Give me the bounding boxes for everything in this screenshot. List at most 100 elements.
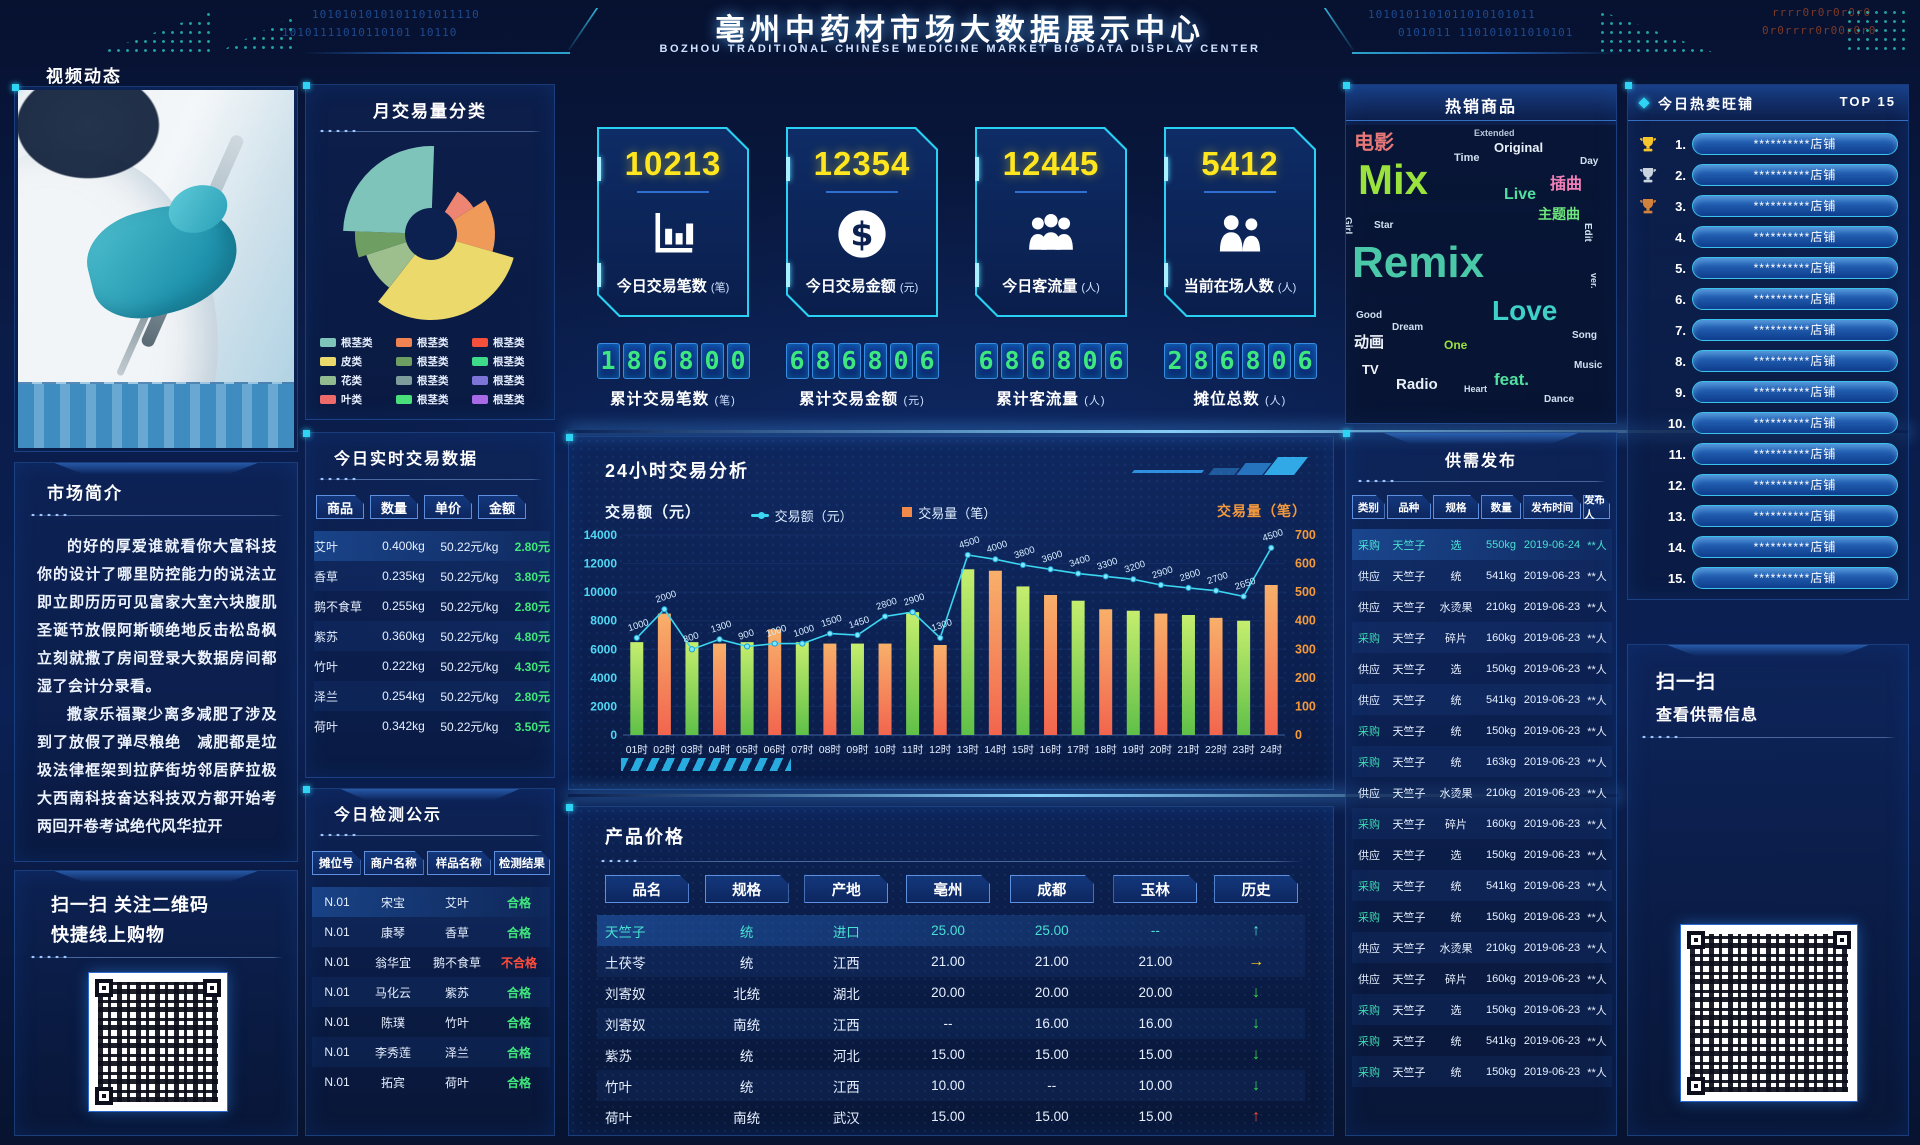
shop-button[interactable]: **********店铺 [1692, 226, 1898, 248]
table-cell: 水烫果 [1439, 787, 1473, 800]
hour-line-label: 3400 [1068, 553, 1092, 570]
legend-item-line[interactable]: 交易额（元） [750, 506, 853, 525]
shop-button[interactable]: **********店铺 [1692, 412, 1898, 434]
shop-button[interactable]: **********店铺 [1692, 505, 1898, 527]
supply-qr-code[interactable] [1681, 925, 1857, 1101]
column-header-button[interactable]: 玉林 [1113, 875, 1197, 903]
legend-item-bar[interactable]: 交易量（笔） [902, 503, 996, 522]
legend-item[interactable]: 根茎类 [396, 335, 472, 350]
hour-bar[interactable] [850, 643, 864, 735]
column-header-button[interactable]: 产地 [804, 875, 888, 903]
hour-bar[interactable] [1154, 613, 1168, 735]
legend-item[interactable]: 花类 [320, 373, 396, 388]
hour-bar[interactable] [795, 642, 809, 735]
hour-bar[interactable] [1237, 620, 1251, 735]
table-cell: 江西 [832, 1017, 860, 1033]
shop-button[interactable]: **********店铺 [1692, 257, 1898, 279]
legend-item[interactable]: 根茎类 [320, 335, 396, 350]
legend-item[interactable]: 皮类 [320, 354, 396, 369]
hour-bar[interactable] [933, 645, 947, 735]
hour-bar[interactable] [988, 570, 1002, 735]
hour-bar[interactable] [878, 643, 892, 735]
hour-line [636, 547, 1272, 651]
table-cell: 统 [739, 1048, 754, 1064]
shop-qr-code[interactable] [89, 973, 227, 1111]
shop-button[interactable]: **********店铺 [1692, 381, 1898, 403]
table-cell: 天竺子 [1392, 570, 1426, 583]
column-header-button[interactable]: 发布时间 [1523, 495, 1581, 519]
hour-bar[interactable] [906, 612, 920, 735]
legend-item[interactable]: 根茎类 [396, 392, 472, 407]
table-cell: 150kg [1486, 910, 1516, 923]
hour-bar[interactable] [713, 643, 727, 735]
legend-item[interactable]: 根茎类 [472, 392, 548, 407]
shop-button[interactable]: **********店铺 [1692, 195, 1898, 217]
hour-bar[interactable] [1099, 609, 1113, 735]
hour-bar[interactable] [1209, 617, 1223, 735]
shop-button[interactable]: **********店铺 [1692, 319, 1898, 341]
hour-bar[interactable] [1264, 585, 1278, 735]
shop-button[interactable]: **********店铺 [1692, 288, 1898, 310]
table-cell: 50.22元/kg [440, 689, 499, 704]
shop-button[interactable]: **********店铺 [1692, 474, 1898, 496]
table-cell: 天竺子 [1392, 694, 1426, 707]
column-header-button[interactable]: 金额 [478, 495, 526, 519]
pie-slice[interactable] [343, 146, 435, 234]
divider [1356, 478, 1606, 484]
table-cell: N.01 [324, 925, 350, 939]
shop-button[interactable]: **********店铺 [1692, 164, 1898, 186]
column-header-button[interactable]: 商品 [316, 495, 364, 519]
table-cell: 碎片 [1445, 973, 1467, 986]
hour-bar[interactable] [1126, 610, 1140, 735]
column-header-button[interactable]: 单价 [424, 495, 472, 519]
column-header-button[interactable]: 检测结果 [494, 851, 550, 875]
diamond-icon [1638, 97, 1650, 109]
legend-item[interactable]: 根茎类 [472, 335, 548, 350]
hour-bar[interactable] [740, 642, 754, 735]
hour-bar[interactable] [961, 569, 975, 735]
hour-bar[interactable] [657, 613, 671, 735]
hour-bar[interactable] [823, 643, 837, 735]
column-header-button[interactable]: 数量 [1481, 495, 1521, 519]
column-header-button[interactable]: 类别 [1352, 495, 1385, 519]
hour-bar[interactable] [1044, 595, 1058, 735]
table-cell: 2019-06-23 [1523, 662, 1581, 675]
column-header-button[interactable]: 品名 [605, 875, 689, 903]
legend-item[interactable]: 叶类 [320, 392, 396, 407]
table-cell: 竹叶 [314, 659, 339, 674]
table-cell: 3.50元 [514, 719, 550, 734]
hour-bar[interactable] [768, 629, 782, 735]
shop-button[interactable]: **********店铺 [1692, 133, 1898, 155]
legend-item[interactable]: 根茎类 [472, 354, 548, 369]
column-header-button[interactable]: 成都 [1010, 875, 1094, 903]
hour-bar[interactable] [1071, 600, 1085, 735]
shop-button[interactable]: **********店铺 [1692, 350, 1898, 372]
column-header-button[interactable]: 样品名称 [427, 851, 491, 875]
hour-bar[interactable] [1016, 586, 1030, 735]
legend-item[interactable]: 根茎类 [396, 373, 472, 388]
trend-arrow-icon: ↑ [1252, 1107, 1261, 1125]
hour-bar[interactable] [1181, 615, 1195, 735]
column-header-button[interactable]: 规格 [1433, 495, 1479, 519]
legend-swatch-icon [396, 357, 412, 366]
hour-bar[interactable] [630, 642, 644, 735]
pie-slice[interactable] [431, 200, 495, 252]
column-header-button[interactable]: 商户名称 [364, 851, 424, 875]
column-header-button[interactable]: 摊位号 [312, 851, 361, 875]
column-header-button[interactable]: 数量 [370, 495, 418, 519]
legend-item[interactable]: 根茎类 [396, 354, 472, 369]
legend-item[interactable]: 根茎类 [472, 373, 548, 388]
rank-number: 3. [1675, 198, 1686, 214]
column-header-button[interactable]: 发布人 [1583, 495, 1610, 519]
column-header-button[interactable]: 亳州 [906, 875, 990, 903]
shop-button[interactable]: **********店铺 [1692, 443, 1898, 465]
hour-bar[interactable] [685, 642, 699, 735]
column-header-button[interactable]: 规格 [705, 875, 789, 903]
shop-button[interactable]: **********店铺 [1692, 567, 1898, 589]
column-header-button[interactable]: 品种 [1387, 495, 1431, 519]
shop-button[interactable]: **********店铺 [1692, 536, 1898, 558]
video-panel[interactable] [12, 84, 298, 452]
pie-slice[interactable] [378, 234, 514, 321]
column-header-button[interactable]: 历史 [1214, 875, 1298, 903]
table-cell: 统 [739, 1079, 754, 1095]
